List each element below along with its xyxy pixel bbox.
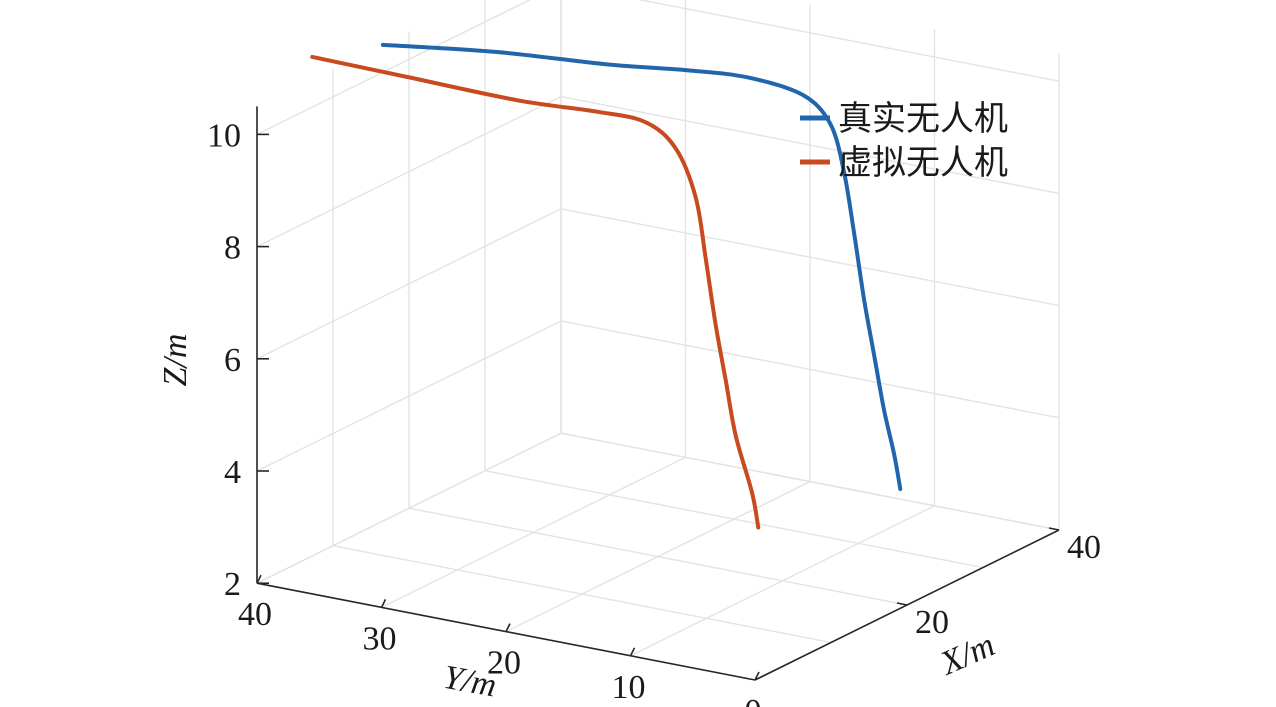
y-tick-label: 40 — [238, 596, 272, 633]
z-tick-label: 10 — [207, 117, 241, 154]
grid-line — [256, 432, 562, 584]
y-tick-label: 30 — [363, 620, 397, 657]
grid-line — [505, 480, 811, 633]
x-tick — [1048, 527, 1060, 531]
series-group — [310, 42, 903, 530]
grid-line — [381, 456, 686, 609]
z-tick-label: 2 — [224, 566, 241, 603]
y-tick — [629, 647, 636, 657]
y-tick-label: 20 — [487, 645, 521, 682]
y-axis-title: Y/m — [441, 659, 500, 705]
z-tick-label: 4 — [224, 454, 241, 491]
legend-label: 真实无人机 — [838, 99, 1008, 139]
y-tick — [505, 623, 511, 632]
grid-line — [630, 505, 935, 657]
z-tick-label: 8 — [224, 230, 241, 267]
axes: 2468100102030402040Z/mY/mX/m — [157, 106, 1101, 707]
y-tick — [754, 671, 760, 681]
series-line-2 — [310, 54, 761, 530]
y-tick — [380, 599, 387, 608]
x-tick — [896, 602, 908, 606]
y-tick-label: 10 — [612, 669, 646, 706]
x-tick-label: 40 — [1067, 529, 1101, 566]
z-tick-label: 6 — [224, 342, 241, 379]
y-tick — [256, 574, 262, 584]
x-tick-label: 20 — [915, 604, 949, 641]
legend-label: 虚拟无人机 — [838, 143, 1008, 183]
y-tick-label: 0 — [745, 693, 762, 707]
series-line-1 — [380, 42, 903, 491]
z-axis-title: Z/m — [157, 334, 194, 387]
